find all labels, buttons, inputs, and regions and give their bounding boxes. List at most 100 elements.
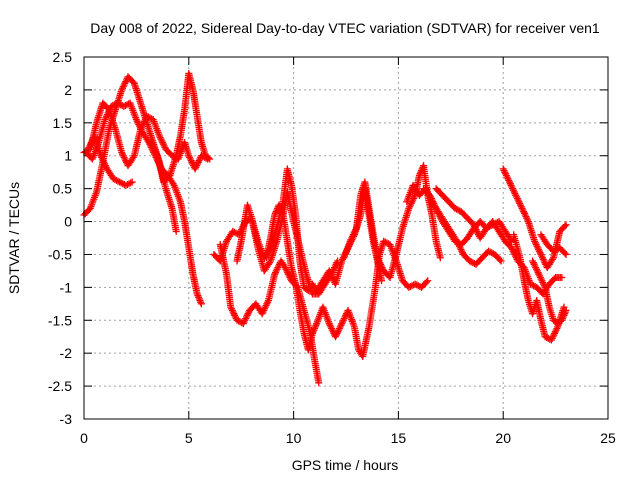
satellite-track-8 <box>233 188 342 298</box>
satellite-track-16 <box>529 257 570 328</box>
data-point <box>431 201 439 209</box>
data-point <box>411 280 419 288</box>
data-point <box>277 206 285 214</box>
data-point <box>310 326 318 334</box>
data-point <box>533 242 541 250</box>
data-point <box>424 277 432 285</box>
data-point <box>271 209 279 217</box>
y-tick-label: 0 <box>64 214 72 230</box>
data-point <box>101 162 109 170</box>
data-point <box>334 257 342 265</box>
data-point <box>436 213 444 221</box>
data-point <box>352 226 360 234</box>
data-point <box>428 196 436 204</box>
data-point <box>106 106 114 114</box>
data-point <box>87 140 95 148</box>
data-point <box>194 158 202 166</box>
data-point <box>560 311 568 319</box>
data-point <box>561 308 569 316</box>
data-point <box>284 270 292 278</box>
data-point <box>541 333 549 341</box>
data-point <box>509 185 517 193</box>
data-point <box>561 310 569 318</box>
data-point <box>431 203 439 211</box>
data-point <box>151 147 159 155</box>
data-point <box>473 227 481 235</box>
plot-frame <box>83 56 609 420</box>
data-point <box>109 102 117 110</box>
y-tick-label: 1.5 <box>53 115 73 131</box>
data-point <box>233 316 241 324</box>
data-point <box>422 278 430 286</box>
data-point <box>536 249 544 257</box>
data-point <box>119 180 127 188</box>
data-point <box>338 320 346 328</box>
data-point <box>562 250 570 258</box>
data-point <box>547 336 555 344</box>
data-point <box>119 84 127 92</box>
data-point <box>514 196 522 204</box>
data-point <box>496 256 504 264</box>
data-point <box>427 193 435 201</box>
data-point <box>532 264 540 272</box>
data-point <box>505 178 513 186</box>
data-point <box>351 227 359 235</box>
data-point <box>513 193 521 201</box>
data-point <box>538 277 546 285</box>
data-point <box>503 173 511 181</box>
x-tick-label: 15 <box>391 430 407 446</box>
chart-title: Day 008 of 2022, Sidereal Day-to-day VTE… <box>90 20 600 36</box>
data-point <box>228 306 236 314</box>
data-point <box>521 211 529 219</box>
data-point <box>380 237 388 245</box>
data-point <box>522 213 530 221</box>
data-point <box>275 201 283 209</box>
data-point <box>550 331 558 339</box>
data-point <box>515 198 523 206</box>
data-point <box>272 269 280 277</box>
data-point <box>458 247 466 255</box>
data-point <box>85 144 93 151</box>
data-point <box>435 211 443 219</box>
data-point <box>333 329 341 337</box>
data-point <box>136 122 144 130</box>
data-point <box>331 262 339 270</box>
data-point <box>520 208 528 216</box>
data-point <box>195 157 203 165</box>
data-point <box>501 168 509 176</box>
data-point <box>149 144 157 151</box>
data-point <box>561 249 569 257</box>
data-point <box>308 329 316 337</box>
data-point <box>506 180 514 188</box>
data-point <box>528 281 536 289</box>
data-point <box>239 320 247 328</box>
data-point <box>153 150 161 158</box>
data-point <box>558 316 566 324</box>
data-point <box>378 277 386 285</box>
satellite-track-5 <box>147 69 214 186</box>
data-point <box>538 252 546 260</box>
data-point <box>531 239 539 247</box>
data-point <box>273 265 281 273</box>
data-point <box>241 316 249 324</box>
data-point <box>332 333 340 341</box>
data-point <box>437 214 445 222</box>
data-point <box>523 214 531 222</box>
data-point <box>127 179 135 187</box>
data-point <box>242 315 250 323</box>
data-point <box>103 111 111 119</box>
data-point <box>436 254 444 262</box>
data-point <box>346 237 354 245</box>
data-point <box>100 158 108 166</box>
data-point <box>311 325 319 332</box>
data-point <box>406 203 414 211</box>
data-point <box>186 153 194 161</box>
data-point <box>86 142 94 150</box>
data-point <box>335 326 343 334</box>
data-point <box>427 195 435 203</box>
data-point <box>347 236 355 244</box>
data-point <box>230 228 238 236</box>
data-point <box>510 249 518 257</box>
data-point <box>149 142 157 150</box>
y-tick-label: 1 <box>64 148 72 164</box>
